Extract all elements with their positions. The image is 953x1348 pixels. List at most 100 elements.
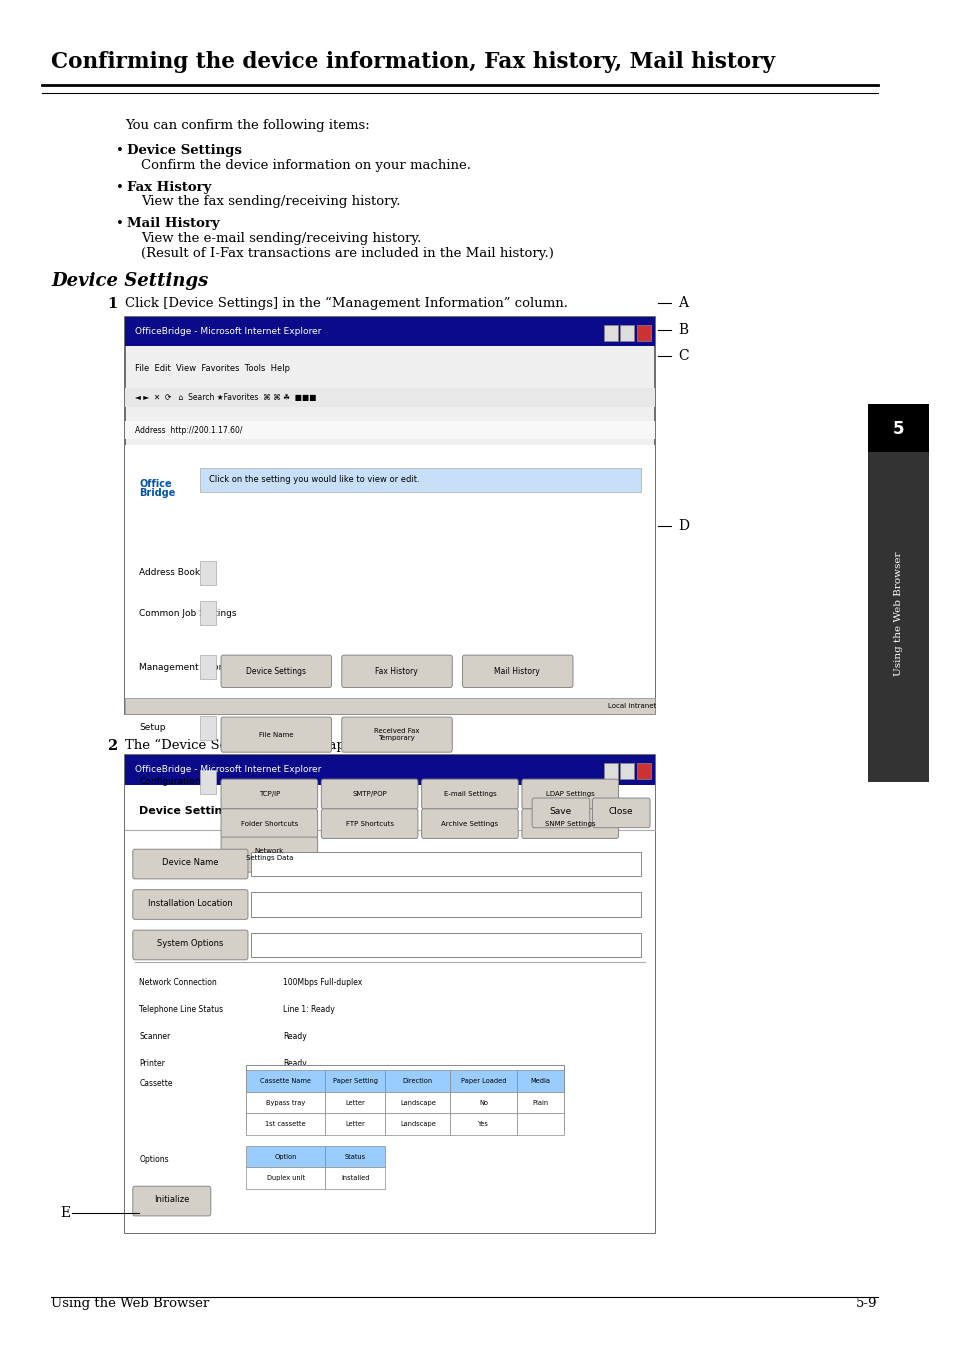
Bar: [199, 770, 216, 794]
Bar: [251, 892, 640, 917]
Text: Direction: Direction: [402, 1078, 433, 1084]
Text: Landscape: Landscape: [399, 1122, 436, 1127]
FancyBboxPatch shape: [592, 798, 649, 828]
Text: Cassette: Cassette: [139, 1080, 172, 1088]
FancyBboxPatch shape: [221, 717, 332, 752]
Bar: [246, 1092, 325, 1113]
Bar: [385, 1113, 450, 1135]
Bar: [385, 1092, 450, 1113]
Bar: [867, 445, 927, 782]
Text: E: E: [60, 1206, 71, 1220]
Text: OfficeBridge - Microsoft Internet Explorer: OfficeBridge - Microsoft Internet Explor…: [134, 766, 321, 774]
FancyBboxPatch shape: [321, 809, 417, 838]
Text: Device Settings: Device Settings: [139, 806, 237, 817]
FancyBboxPatch shape: [421, 809, 517, 838]
Text: Mail History: Mail History: [127, 217, 219, 231]
Text: Common Job Settings: Common Job Settings: [139, 609, 236, 617]
Text: TCP/IP: TCP/IP: [258, 791, 279, 797]
FancyBboxPatch shape: [132, 1186, 211, 1216]
Bar: [450, 1113, 517, 1135]
Bar: [450, 1092, 517, 1113]
Bar: [125, 388, 654, 407]
Text: File  Edit  View  Favorites  Tools  Help: File Edit View Favorites Tools Help: [134, 364, 290, 372]
Text: Save: Save: [549, 807, 572, 816]
Text: Device Settings: Device Settings: [246, 667, 306, 675]
Bar: [125, 421, 654, 439]
Bar: [325, 1146, 385, 1167]
Text: Address Book: Address Book: [139, 569, 200, 577]
Text: View the fax sending/receiving history.: View the fax sending/receiving history.: [141, 195, 400, 209]
Text: Plain: Plain: [532, 1100, 548, 1105]
Bar: [125, 317, 654, 346]
Text: Initialize: Initialize: [154, 1196, 190, 1204]
Bar: [246, 1113, 325, 1135]
Text: No: No: [478, 1100, 488, 1105]
Bar: [199, 655, 216, 679]
Text: File Name: File Name: [258, 732, 293, 737]
Text: Duplex unit: Duplex unit: [266, 1175, 304, 1181]
Text: Local intranet: Local intranet: [608, 704, 656, 709]
Text: Confirm the device information on your machine.: Confirm the device information on your m…: [141, 159, 471, 173]
Text: Using the Web Browser: Using the Web Browser: [893, 551, 902, 675]
Text: Device Settings: Device Settings: [51, 272, 208, 290]
Text: Mail History: Mail History: [494, 667, 539, 675]
FancyBboxPatch shape: [132, 849, 248, 879]
Bar: [385, 1070, 450, 1092]
Text: View the e-mail sending/receiving history.: View the e-mail sending/receiving histor…: [141, 232, 421, 245]
Text: Landscape: Landscape: [399, 1100, 436, 1105]
Text: Device Settings: Device Settings: [127, 144, 242, 158]
Text: Using the Web Browser: Using the Web Browser: [51, 1297, 209, 1310]
Text: Address  http://200.1.17.60/: Address http://200.1.17.60/: [134, 426, 242, 434]
Text: •: •: [116, 181, 124, 194]
Text: 5-9: 5-9: [855, 1297, 877, 1310]
Bar: [251, 933, 640, 957]
Text: Installation Location: Installation Location: [148, 899, 233, 907]
Bar: [325, 1167, 385, 1189]
FancyBboxPatch shape: [341, 655, 452, 687]
Bar: [619, 325, 634, 341]
Text: Office
Bridge: Office Bridge: [139, 479, 175, 497]
Text: Status: Status: [344, 1154, 365, 1159]
Bar: [246, 1070, 325, 1092]
Text: Line 1: Ready: Line 1: Ready: [283, 1006, 335, 1014]
Text: Option: Option: [274, 1154, 296, 1159]
Text: Media: Media: [530, 1078, 550, 1084]
Text: 1st cassette: 1st cassette: [265, 1122, 306, 1127]
FancyBboxPatch shape: [221, 779, 317, 809]
Text: Fax History: Fax History: [127, 181, 212, 194]
FancyBboxPatch shape: [221, 837, 317, 872]
Text: D: D: [678, 519, 688, 532]
Text: Management Information: Management Information: [139, 663, 254, 671]
Text: Scanner: Scanner: [139, 1033, 171, 1041]
Bar: [637, 325, 650, 341]
Text: 1: 1: [107, 297, 117, 310]
Text: Device Name: Device Name: [162, 859, 218, 867]
Text: •: •: [116, 144, 124, 158]
Bar: [251, 852, 640, 876]
Bar: [246, 1146, 325, 1167]
Text: Paper Setting: Paper Setting: [333, 1078, 377, 1084]
Bar: [325, 1070, 385, 1092]
Text: Fax History: Fax History: [375, 667, 417, 675]
Text: C: C: [678, 349, 688, 363]
Bar: [125, 755, 654, 785]
FancyBboxPatch shape: [132, 890, 248, 919]
Text: Network Connection: Network Connection: [139, 979, 217, 987]
Text: 100Mbps Full-duplex: 100Mbps Full-duplex: [283, 979, 362, 987]
Text: 2: 2: [107, 739, 117, 752]
Text: OfficeBridge - Microsoft Internet Explorer: OfficeBridge - Microsoft Internet Explor…: [134, 328, 321, 336]
FancyBboxPatch shape: [125, 317, 654, 714]
Bar: [450, 1070, 517, 1092]
FancyBboxPatch shape: [521, 809, 618, 838]
Bar: [125, 785, 654, 1233]
Text: Click on the setting you would like to view or edit.: Click on the setting you would like to v…: [209, 476, 419, 484]
Text: Options: Options: [139, 1155, 169, 1163]
Bar: [325, 1113, 385, 1135]
Text: A: A: [678, 297, 687, 310]
Bar: [637, 763, 650, 779]
Bar: [199, 601, 216, 625]
Text: Paper Loaded: Paper Loaded: [460, 1078, 506, 1084]
Text: The “Device Settings” display appears.: The “Device Settings” display appears.: [125, 739, 386, 752]
Text: FTP Shortcuts: FTP Shortcuts: [345, 821, 394, 826]
Text: Bypass tray: Bypass tray: [266, 1100, 305, 1105]
